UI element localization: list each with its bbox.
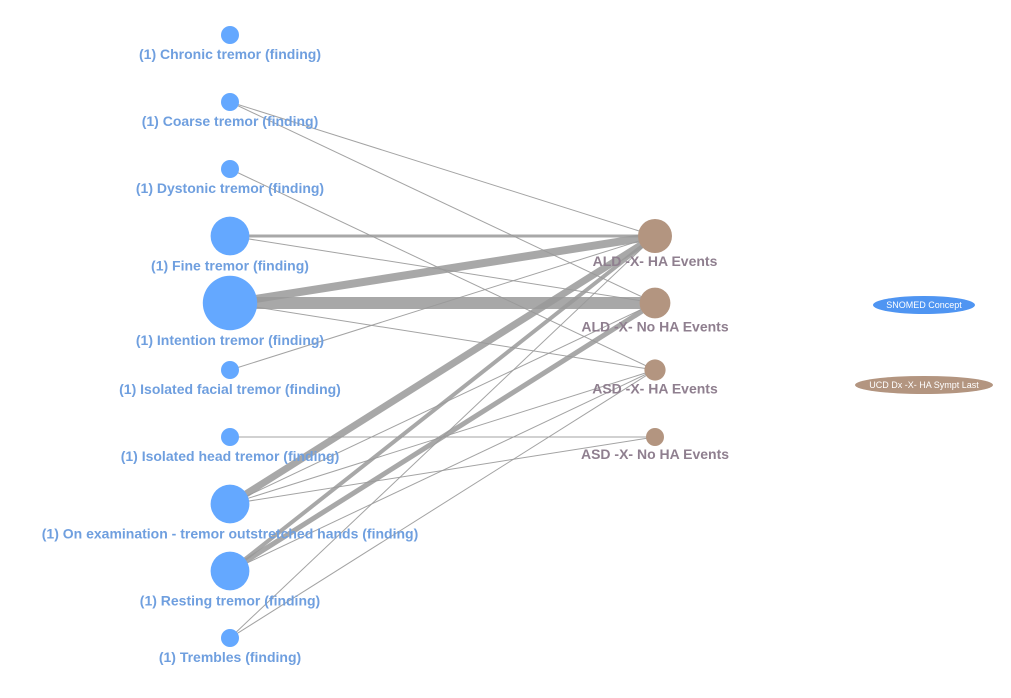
legend-concept-label: SNOMED Concept (886, 300, 962, 310)
concept-label-resting: (1) Resting tremor (finding) (140, 592, 320, 608)
event-node-ald_ha[interactable] (638, 219, 672, 253)
nodes-layer (202, 26, 672, 647)
concept-node-head[interactable] (221, 428, 239, 446)
event-label-asd_no: ASD -X- No HA Events (581, 446, 729, 462)
concept-label-facial: (1) Isolated facial tremor (finding) (119, 381, 341, 397)
concept-label-chronic: (1) Chronic tremor (finding) (139, 46, 321, 62)
event-label-asd_ha: ASD -X- HA Events (592, 381, 718, 397)
concept-label-outstretched: (1) On examination - tremor outstretched… (42, 525, 418, 541)
edge-intention-ald_ha (229, 232, 656, 307)
event-node-ald_no[interactable] (639, 287, 671, 319)
edge-outstretched-ald_ha (228, 233, 657, 507)
concept-node-trembles[interactable] (221, 629, 239, 647)
edge-trembles-asd_ha (229, 369, 656, 639)
concept-node-outstretched[interactable] (210, 484, 250, 524)
concept-node-dystonic[interactable] (221, 160, 239, 178)
concept-node-coarse[interactable] (221, 93, 239, 111)
event-node-asd_ha[interactable] (644, 359, 666, 381)
concept-label-trembles: (1) Trembles (finding) (159, 649, 301, 665)
legend-event-label: UCD Dx -X- HA Sympt Last (869, 380, 979, 390)
edge-trembles-ald_ha (229, 235, 656, 639)
edge-coarse-ald_no (229, 101, 656, 304)
edge-resting-ald_ha (228, 234, 657, 573)
event-label-ald_no: ALD -X- No HA Events (581, 318, 728, 334)
edges-layer (228, 101, 657, 639)
concept-node-facial[interactable] (221, 361, 239, 379)
event-node-asd_no[interactable] (646, 428, 664, 446)
edge-intention-asd_ha (229, 302, 656, 371)
legend-event-swatch (855, 376, 993, 394)
concept-label-head: (1) Isolated head tremor (finding) (121, 448, 340, 464)
legend: SNOMED Concept UCD Dx -X- HA Sympt Last (855, 296, 993, 394)
concept-label-coarse: (1) Coarse tremor (finding) (142, 113, 319, 129)
edge-facial-ald_ha (229, 235, 656, 371)
concept-node-chronic[interactable] (221, 26, 239, 44)
edge-coarse-ald_ha (229, 101, 656, 237)
concept-node-resting[interactable] (210, 551, 250, 591)
labels-layer: (1) Chronic tremor (finding) (1) Coarse t… (42, 46, 729, 665)
concept-label-dystonic: (1) Dystonic tremor (finding) (136, 180, 324, 196)
concept-label-intention: (1) Intention tremor (finding) (136, 332, 324, 348)
concept-node-fine[interactable] (210, 216, 250, 256)
concept-label-fine: (1) Fine tremor (finding) (151, 257, 309, 273)
legend-concept-swatch (873, 296, 975, 314)
event-label-ald_ha: ALD -X- HA Events (593, 253, 718, 269)
edge-resting-asd_ha (229, 369, 656, 572)
concept-node-intention[interactable] (202, 275, 258, 331)
